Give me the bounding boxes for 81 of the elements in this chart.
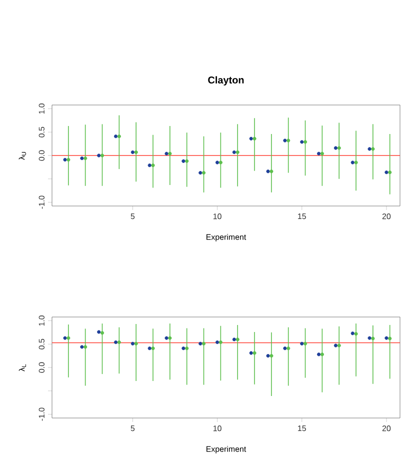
point: [117, 340, 121, 344]
point: [185, 346, 189, 350]
point: [252, 351, 256, 355]
point: [286, 346, 290, 350]
point: [117, 134, 121, 138]
point: [148, 346, 152, 350]
point: [368, 336, 372, 340]
point: [270, 170, 274, 174]
point: [182, 159, 186, 163]
point: [354, 332, 358, 336]
point: [283, 346, 287, 350]
point: [164, 152, 168, 156]
point: [198, 342, 202, 346]
point: [164, 336, 168, 340]
point: [130, 150, 134, 154]
point: [100, 331, 104, 335]
point: [368, 147, 372, 151]
point: [249, 136, 253, 140]
point: [316, 152, 321, 156]
point: [300, 140, 304, 144]
point: [218, 340, 222, 344]
point: [303, 342, 308, 346]
point: [283, 138, 287, 142]
point: [97, 154, 101, 158]
point: [151, 164, 155, 168]
point: [371, 336, 375, 340]
point: [300, 342, 304, 346]
point: [337, 146, 341, 150]
point: [388, 336, 392, 340]
point: [232, 338, 236, 342]
point: [80, 156, 84, 160]
point: [202, 171, 206, 175]
point: [236, 150, 240, 154]
point: [354, 160, 358, 164]
point: [97, 330, 101, 334]
point: [66, 336, 70, 340]
chart-title: Clayton: [208, 76, 244, 86]
point: [249, 351, 253, 355]
point: [371, 147, 375, 151]
point: [215, 160, 220, 164]
point: [303, 140, 308, 144]
point: [218, 160, 222, 164]
point: [182, 346, 186, 350]
point: [100, 154, 104, 158]
point: [266, 354, 270, 358]
point: [148, 164, 152, 168]
point: [84, 156, 88, 160]
point: [198, 171, 202, 175]
point: [252, 136, 256, 140]
point: [134, 342, 138, 346]
point: [266, 170, 270, 174]
point: [202, 342, 206, 346]
point: [270, 354, 274, 358]
point: [232, 150, 236, 154]
point: [236, 338, 240, 342]
point: [168, 336, 172, 340]
point: [63, 158, 67, 162]
point: [63, 336, 67, 340]
point: [168, 152, 172, 156]
point: [337, 344, 341, 348]
point: [80, 345, 84, 349]
point: [334, 344, 338, 348]
point: [384, 336, 388, 340]
point: [320, 152, 324, 156]
point: [350, 332, 354, 336]
point: [350, 160, 354, 164]
point: [114, 134, 118, 138]
point: [185, 159, 189, 163]
point: [151, 346, 155, 350]
point: [384, 170, 388, 174]
point: [134, 150, 138, 154]
point: [388, 170, 392, 174]
point: [114, 340, 118, 344]
point: [84, 345, 88, 349]
point: [66, 158, 70, 162]
point: [286, 138, 290, 142]
point: [334, 146, 338, 150]
point: [130, 342, 134, 346]
point: [215, 340, 220, 344]
point: [320, 352, 324, 356]
point: [316, 352, 321, 356]
